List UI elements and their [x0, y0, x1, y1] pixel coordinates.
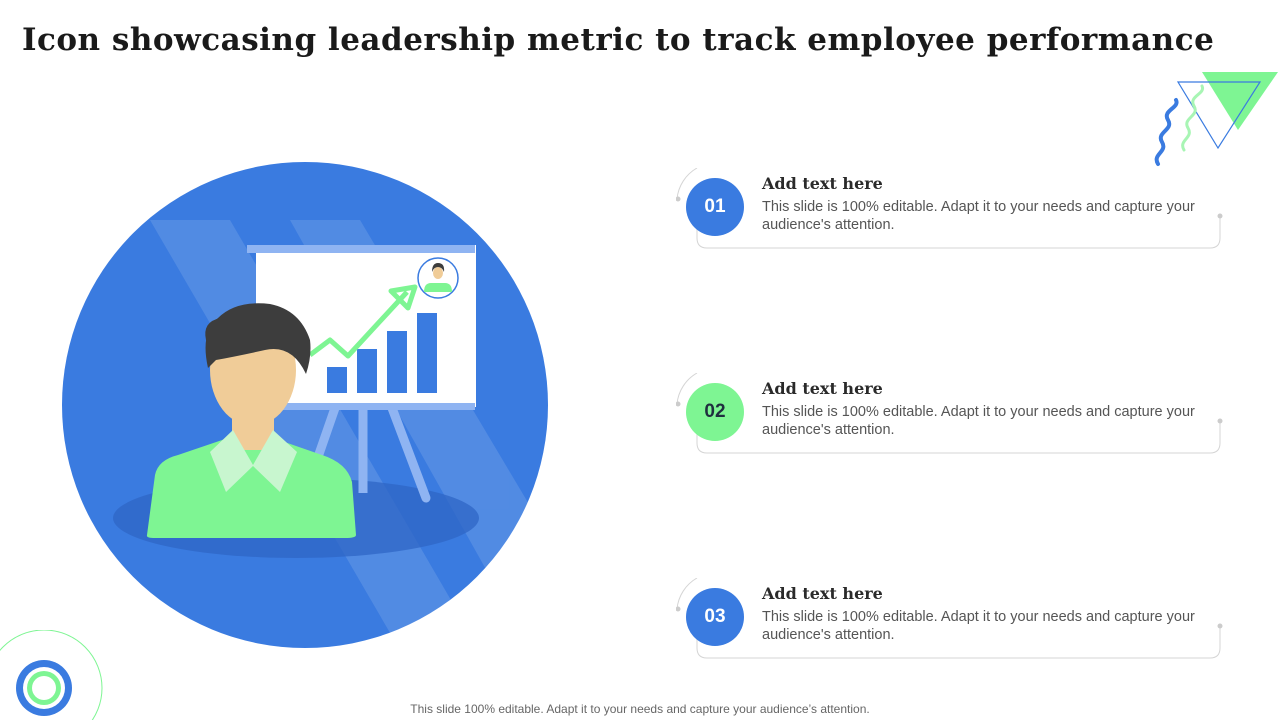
footer-note: This slide 100% editable. Adapt it to yo…	[410, 702, 870, 716]
decorative-triangles-icon	[1154, 72, 1278, 166]
item-heading: Add text here	[762, 174, 883, 193]
trend-arrow-icon	[308, 290, 409, 359]
illustration-bar	[327, 367, 347, 393]
avatar-icon	[417, 257, 459, 299]
item-number-badge: 01	[686, 178, 744, 236]
bar-chart-icon	[327, 313, 437, 393]
illustration-bar	[387, 331, 407, 393]
item-heading: Add text here	[762, 379, 883, 398]
item-description: This slide is 100% editable. Adapt it to…	[762, 404, 1195, 438]
item-frame	[676, 373, 1223, 454]
leadership-presentation-icon	[62, 162, 548, 648]
page-title: Icon showcasing leadership metric to tra…	[22, 22, 1215, 58]
item-description: This slide is 100% editable. Adapt it to…	[762, 609, 1195, 643]
item-number-badge: 02	[686, 383, 744, 441]
item-description: This slide is 100% editable. Adapt it to…	[762, 199, 1195, 233]
list-item-02: 02 Add text here This slide is 100% edit…	[676, 373, 1236, 473]
list-item-01: 01 Add text here This slide is 100% edit…	[676, 168, 1236, 268]
item-frame	[676, 168, 1223, 249]
item-heading: Add text here	[762, 584, 883, 603]
list-item-03: 03 Add text here This slide is 100% edit…	[676, 578, 1236, 678]
person-icon	[146, 303, 356, 538]
decorative-circles-icon	[0, 630, 103, 720]
illustration-bar	[357, 349, 377, 393]
item-number-badge: 03	[686, 588, 744, 646]
illustration-bar	[417, 313, 437, 393]
